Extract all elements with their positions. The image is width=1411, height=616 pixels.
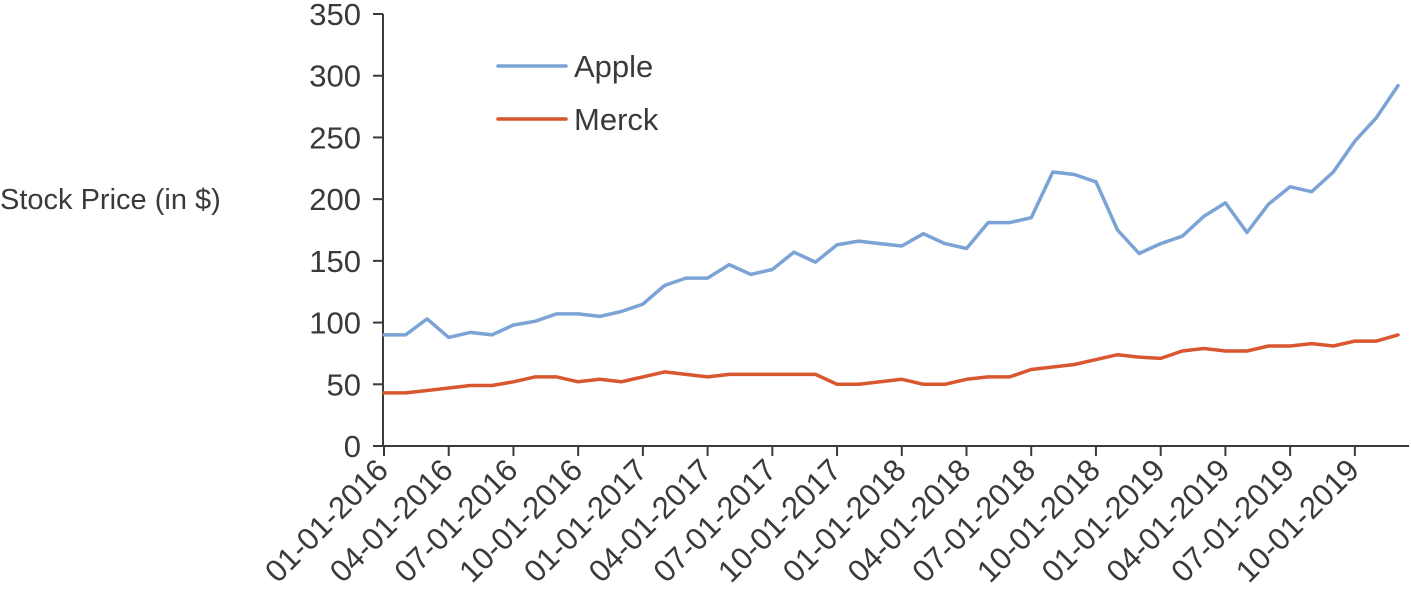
y-tick-label: 250 xyxy=(309,120,361,155)
legend: Apple Merck xyxy=(496,49,659,137)
axes xyxy=(382,14,1409,447)
y-tick-label: 200 xyxy=(309,182,361,217)
series-lines xyxy=(382,83,1400,395)
series-line-merck xyxy=(382,333,1400,395)
y-ticks: 0 50 100 150 200 250 300 350 xyxy=(309,0,383,464)
legend-label-apple: Apple xyxy=(574,49,653,84)
y-tick-label: 0 xyxy=(344,429,361,464)
series-line-apple xyxy=(382,83,1400,340)
y-axis-title: Stock Price (in $) xyxy=(0,184,221,216)
x-ticks: 01-01-201604-01-201607-01-201610-01-2016… xyxy=(258,446,1366,589)
y-tick-label: 150 xyxy=(309,244,361,279)
y-tick-label: 100 xyxy=(309,306,361,341)
y-tick-label: 300 xyxy=(309,59,361,94)
y-tick-label: 50 xyxy=(327,367,361,402)
legend-label-merck: Merck xyxy=(574,102,659,137)
y-tick-label: 350 xyxy=(309,0,361,32)
